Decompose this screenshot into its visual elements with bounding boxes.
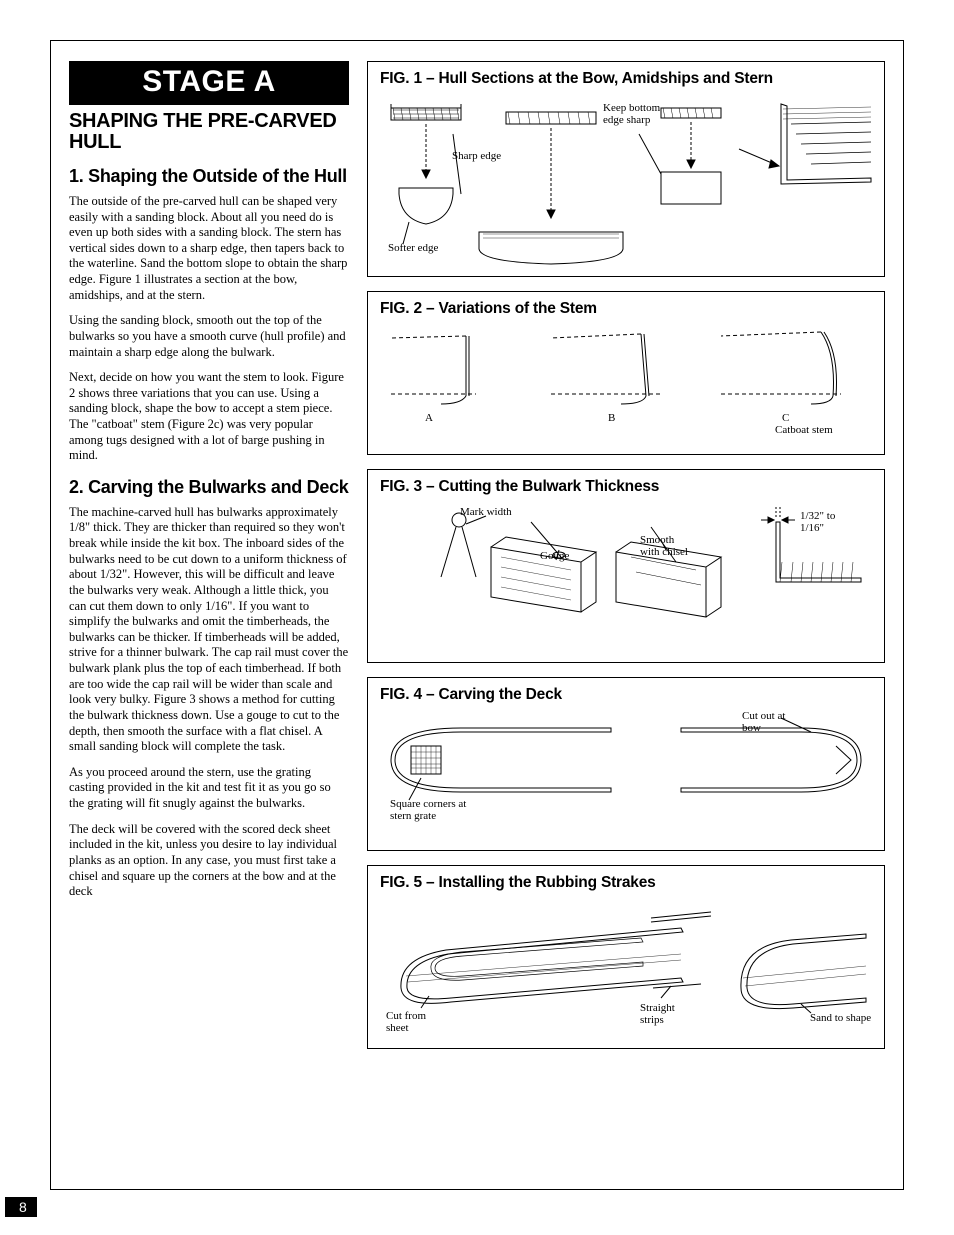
fig4-label-square: Square corners at stern grate [390,798,470,822]
paragraph: As you proceed around the stern, use the… [69,765,349,812]
figure-4: FIG. 4 – Carving the Deck [367,677,885,851]
page-number: 8 [5,1197,37,1217]
fig3-illustration [380,502,872,652]
figure-title: FIG. 4 – Carving the Deck [380,686,872,704]
fig1-label-keep: Keep bottom edge sharp [603,102,663,126]
fig3-label-gouge: Gouge [540,550,569,562]
fig4-label-cutout: Cut out at bow [742,710,802,734]
paragraph: The machine-carved hull has bulwarks app… [69,505,349,755]
fig5-label-sand: Sand to shape [810,1012,871,1024]
stage-badge: STAGE A [69,61,349,105]
figure-1: FIG. 1 – Hull Sections at the Bow, Amids… [367,61,885,277]
fig2-label-a: A [425,412,433,424]
figure-title: FIG. 2 – Variations of the Stem [380,300,872,318]
fig5-label-cut: Cut from sheet [386,1010,446,1034]
paragraph: Next, decide on how you want the stem to… [69,370,349,464]
figure-3: FIG. 3 – Cutting the Bulwark Thickness [367,469,885,663]
paragraph: The deck will be covered with the scored… [69,822,349,900]
figure-5: FIG. 5 – Installing the Rubbing Strakes [367,865,885,1049]
fig2-label-catboat: Catboat stem [775,424,833,436]
fig5-illustration [380,898,872,1038]
paragraph: The outside of the pre-carved hull can b… [69,194,349,303]
fig3-label-thick: 1/32" to 1/16" [800,510,860,534]
fig1-label-sharp: Sharp edge [452,150,501,162]
content-columns: STAGE A SHAPING THE PRE-CARVED HULL 1. S… [69,61,885,1049]
fig1-label-softer: Softer edge [388,242,438,254]
fig2-label-b: B [608,412,615,424]
fig2-illustration [380,324,872,434]
left-column: STAGE A SHAPING THE PRE-CARVED HULL 1. S… [69,61,349,1049]
fig5-label-straight: Straight strips [640,1002,690,1026]
subheading-2: 2. Carving the Bulwarks and Deck [87,478,349,497]
right-column: FIG. 1 – Hull Sections at the Bow, Amids… [367,61,885,1049]
subheading-1: 1. Shaping the Outside of the Hull [87,167,349,186]
fig2-label-c: C [782,412,789,424]
figure-title: FIG. 5 – Installing the Rubbing Strakes [380,874,872,892]
paragraph: Using the sanding block, smooth out the … [69,313,349,360]
figure-title: FIG. 1 – Hull Sections at the Bow, Amids… [380,70,872,88]
fig3-label-smooth: Smooth with chisel [640,534,690,558]
figure-title: FIG. 3 – Cutting the Bulwark Thickness [380,478,872,496]
section-heading: SHAPING THE PRE-CARVED HULL [69,111,349,153]
fig3-label-mark: Mark width [460,506,512,518]
figure-2: FIG. 2 – Variations of the Stem [367,291,885,455]
page-frame: STAGE A SHAPING THE PRE-CARVED HULL 1. S… [50,40,904,1190]
